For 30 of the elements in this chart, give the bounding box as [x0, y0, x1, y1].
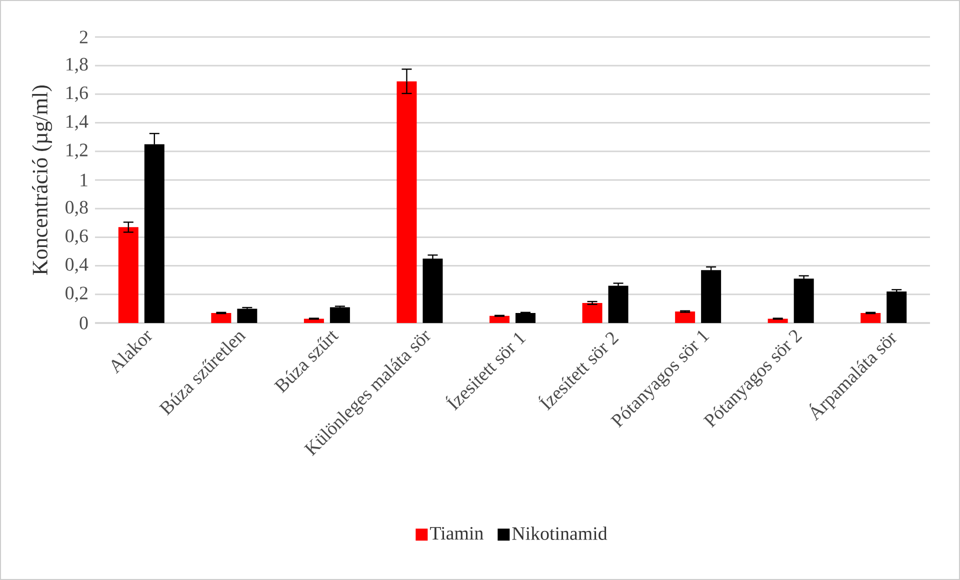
bar — [675, 312, 696, 323]
legend-label: Tiamin — [430, 526, 484, 540]
bar — [582, 302, 602, 323]
y-tick-label: 1 — [80, 174, 88, 186]
bar — [396, 81, 417, 323]
bar — [118, 227, 138, 323]
bar — [794, 278, 814, 323]
bar — [860, 312, 881, 323]
y-tick-label: 1,2 — [66, 144, 88, 160]
bar — [422, 258, 443, 323]
y-tick-label: 0,2 — [66, 286, 88, 302]
bar — [144, 144, 164, 323]
bar — [237, 308, 258, 323]
bar — [608, 286, 628, 323]
y-tick-label: 2 — [80, 30, 88, 44]
y-tick-label: 0 — [80, 316, 88, 330]
bar — [701, 270, 722, 323]
y-tick-label: 0,8 — [66, 200, 88, 216]
y-tick-label: 1,8 — [66, 58, 88, 74]
bar — [886, 292, 907, 323]
legend-label: Nikotinamid — [512, 526, 608, 540]
bar — [330, 307, 350, 323]
bar — [516, 312, 536, 323]
y-tick-label: 1,4 — [66, 115, 88, 130]
y-tick-label: 0,4 — [66, 258, 88, 274]
y-tick-label: 0,6 — [66, 229, 88, 245]
y-tick-label: 1,6 — [66, 86, 88, 102]
bar — [211, 312, 232, 323]
bar — [490, 316, 510, 323]
y-axis-title: Koncentráció (µg/ml) — [32, 85, 52, 275]
